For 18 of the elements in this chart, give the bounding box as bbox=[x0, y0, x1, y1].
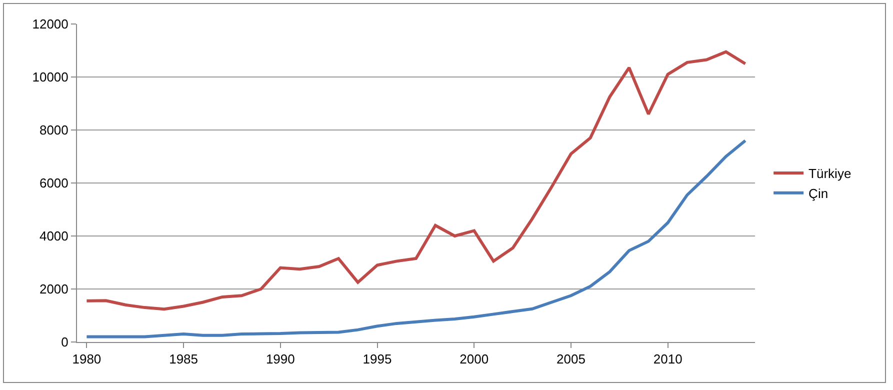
line-series bbox=[85, 50, 747, 311]
legend-label: Türkiye bbox=[808, 166, 852, 182]
y-tick-label: 2000 bbox=[39, 282, 68, 297]
y-tick-label: 8000 bbox=[39, 122, 68, 138]
y-tick-label: 0 bbox=[61, 334, 68, 350]
line-series bbox=[85, 139, 747, 338]
y-tick-label: 6000 bbox=[39, 176, 68, 191]
x-tick-label: 1995 bbox=[362, 352, 392, 367]
y-tick-label: 10000 bbox=[32, 70, 68, 85]
legend-label: Çin bbox=[808, 186, 828, 201]
x-tick-label: 2005 bbox=[556, 352, 586, 367]
x-tick-label: 1990 bbox=[266, 352, 295, 367]
y-tick-label: 12000 bbox=[32, 16, 68, 32]
x-tick-label: 1980 bbox=[72, 352, 102, 367]
x-tick-label: 2000 bbox=[460, 352, 489, 367]
x-tick-label: 2010 bbox=[653, 352, 682, 367]
y-tick-label: 4000 bbox=[39, 228, 68, 244]
x-tick-label: 1985 bbox=[169, 352, 198, 367]
